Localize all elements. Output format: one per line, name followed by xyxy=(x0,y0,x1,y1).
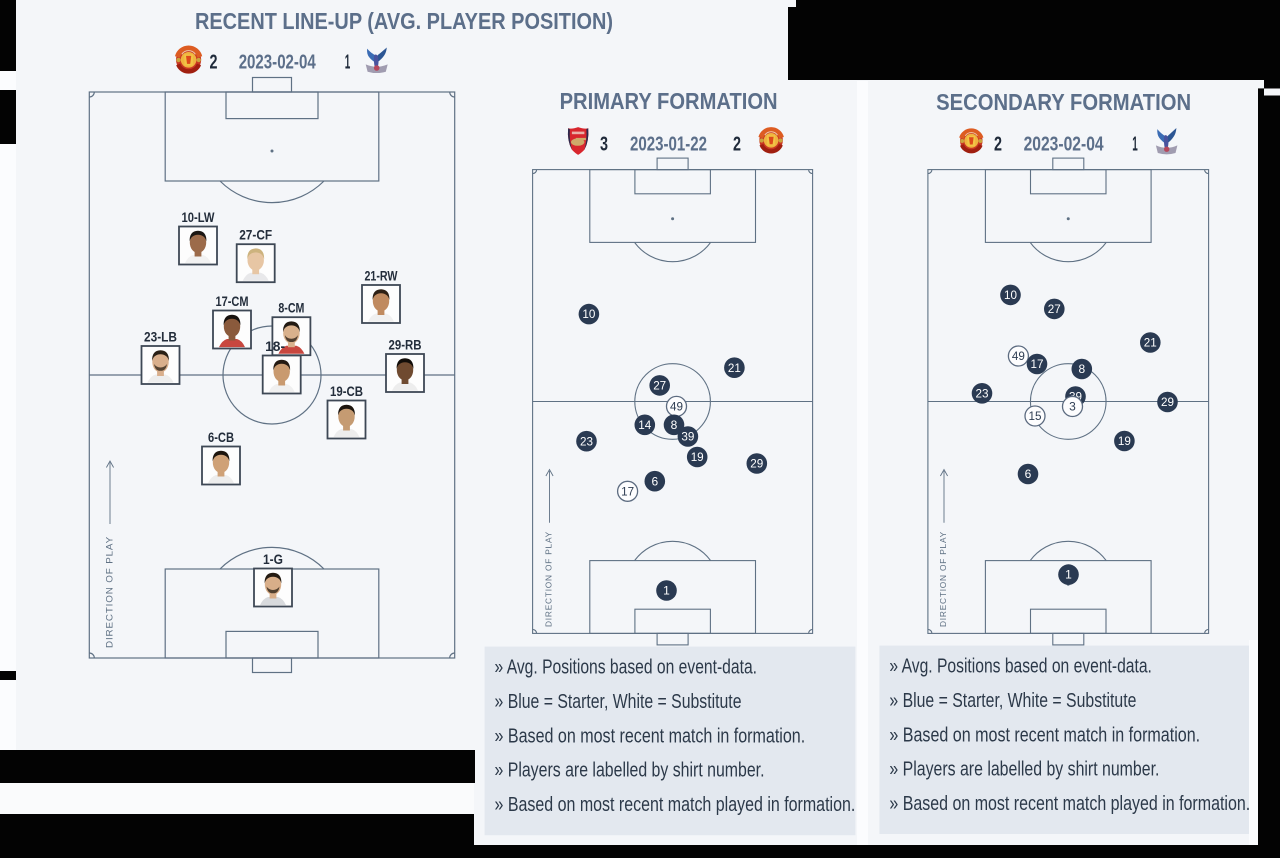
svg-text:27-CF: 27-CF xyxy=(239,228,272,243)
svg-text:» Based on most recent match i: » Based on most recent match in formatio… xyxy=(889,724,1200,746)
svg-text:8: 8 xyxy=(1078,362,1085,376)
svg-text:» Blue = Starter, White = Subs: » Blue = Starter, White = Substitute xyxy=(495,691,742,713)
svg-text:21: 21 xyxy=(728,361,741,375)
svg-text:29: 29 xyxy=(750,457,763,471)
svg-text:1: 1 xyxy=(663,584,670,598)
svg-text:» Players are labelled by shir: » Players are labelled by shirt number. xyxy=(495,760,765,782)
svg-text:14: 14 xyxy=(638,418,651,432)
svg-text:10-LW: 10-LW xyxy=(182,210,215,225)
svg-text:RECENT LINE-UP (AVG. PLAYER PO: RECENT LINE-UP (AVG. PLAYER POSITION) xyxy=(195,8,613,34)
svg-text:1: 1 xyxy=(345,51,351,73)
svg-text:» Based on most recent match p: » Based on most recent match played in f… xyxy=(495,794,856,816)
svg-text:2023-01-22: 2023-01-22 xyxy=(630,134,707,156)
svg-text:3: 3 xyxy=(600,134,608,156)
svg-text:19: 19 xyxy=(691,450,704,464)
svg-text:29: 29 xyxy=(1161,395,1174,409)
svg-text:» Avg. Positions based on even: » Avg. Positions based on event-data. xyxy=(495,657,758,679)
svg-text:15: 15 xyxy=(1029,409,1042,423)
svg-text:8-CM: 8-CM xyxy=(278,301,304,316)
svg-text:39: 39 xyxy=(681,430,694,444)
svg-text:2: 2 xyxy=(733,134,741,156)
svg-text:17-CM: 17-CM xyxy=(216,294,249,309)
svg-text:6: 6 xyxy=(1025,467,1032,481)
svg-text:49: 49 xyxy=(670,400,683,414)
svg-text:17: 17 xyxy=(1031,357,1044,371)
svg-text:PRIMARY FORMATION: PRIMARY FORMATION xyxy=(560,88,778,114)
svg-text:DIRECTION OF PLAY: DIRECTION OF PLAY xyxy=(104,536,114,648)
svg-text:DIRECTION OF PLAY: DIRECTION OF PLAY xyxy=(544,531,554,627)
svg-text:49: 49 xyxy=(1012,349,1025,363)
svg-text:21: 21 xyxy=(1144,336,1157,350)
svg-text:1-G: 1-G xyxy=(263,552,283,567)
svg-text:6: 6 xyxy=(651,474,658,488)
svg-text:23-LB: 23-LB xyxy=(144,330,177,345)
svg-text:27: 27 xyxy=(1048,302,1061,316)
svg-text:1: 1 xyxy=(1065,568,1072,582)
svg-text:10: 10 xyxy=(582,307,595,321)
svg-text:» Based on most recent match p: » Based on most recent match played in f… xyxy=(889,793,1250,815)
svg-text:21-RW: 21-RW xyxy=(365,269,398,284)
svg-text:17: 17 xyxy=(621,484,634,498)
svg-text:» Based on most recent match i: » Based on most recent match in formatio… xyxy=(495,725,806,747)
svg-text:2: 2 xyxy=(994,134,1002,156)
svg-text:» Avg. Positions based on even: » Avg. Positions based on event-data. xyxy=(889,656,1152,678)
svg-text:1: 1 xyxy=(1132,134,1138,156)
svg-text:DIRECTION OF PLAY: DIRECTION OF PLAY xyxy=(938,531,948,627)
svg-text:23: 23 xyxy=(976,386,989,400)
svg-text:3: 3 xyxy=(1069,400,1076,414)
svg-text:29-RB: 29-RB xyxy=(389,338,422,353)
svg-text:2: 2 xyxy=(210,51,218,73)
svg-text:18-: 18- xyxy=(265,339,285,354)
svg-text:8: 8 xyxy=(671,418,678,432)
svg-text:2023-02-04: 2023-02-04 xyxy=(239,51,317,73)
svg-text:6-CB: 6-CB xyxy=(208,430,234,445)
svg-text:» Players are labelled by shir: » Players are labelled by shirt number. xyxy=(889,759,1159,781)
svg-text:19-CB: 19-CB xyxy=(330,384,363,399)
svg-text:19: 19 xyxy=(1118,434,1131,448)
svg-text:» Blue = Starter, White = Subs: » Blue = Starter, White = Substitute xyxy=(889,690,1136,712)
svg-text:23: 23 xyxy=(580,434,593,448)
svg-text:SECONDARY FORMATION: SECONDARY FORMATION xyxy=(936,89,1191,115)
svg-text:2023-02-04: 2023-02-04 xyxy=(1024,134,1105,156)
svg-text:10: 10 xyxy=(1004,288,1017,302)
svg-text:27: 27 xyxy=(653,379,666,393)
